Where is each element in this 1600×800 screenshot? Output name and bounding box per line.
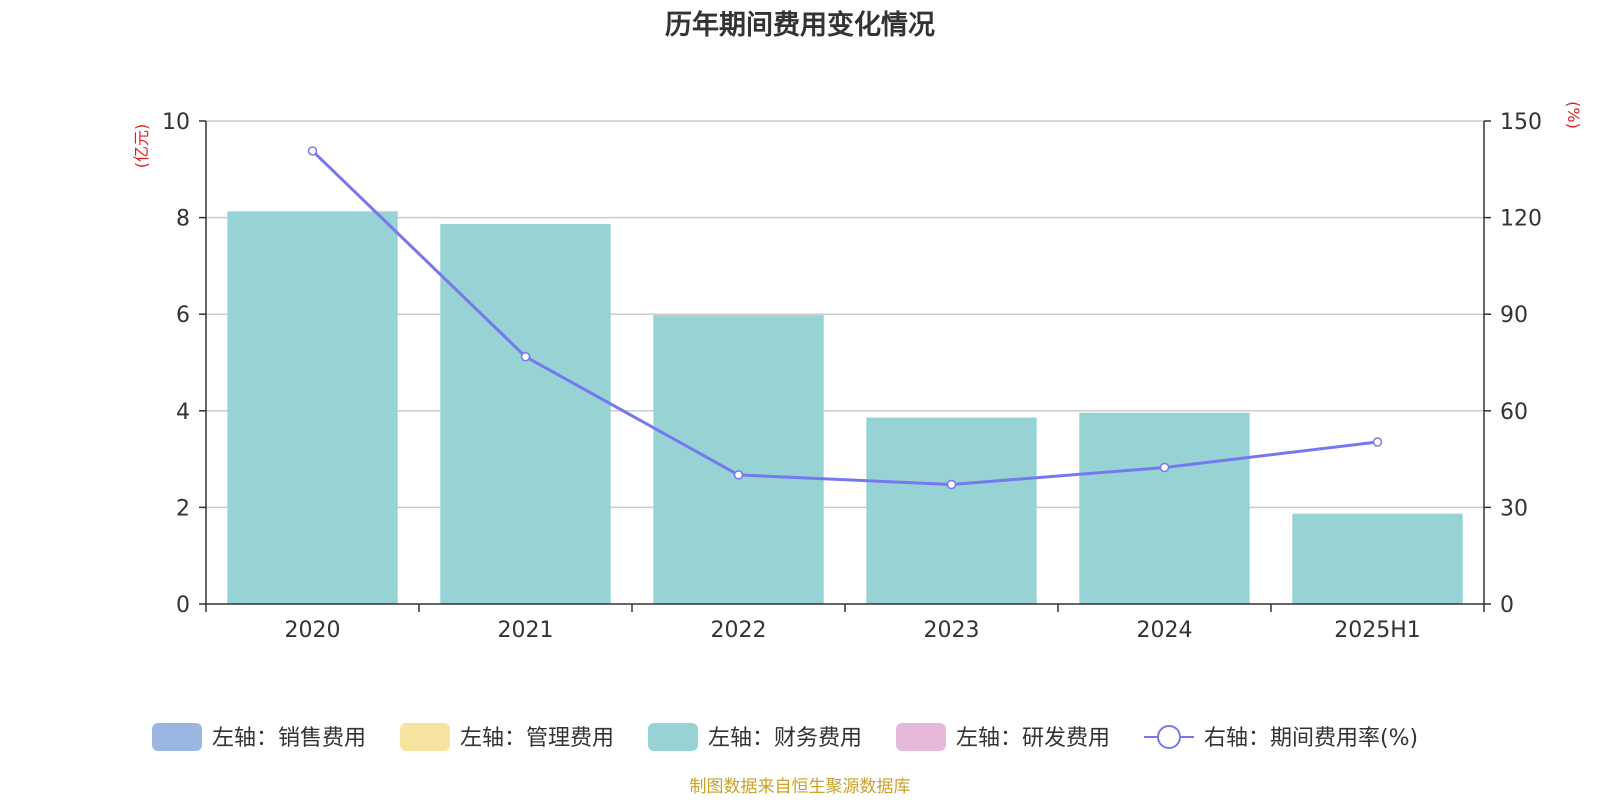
bar bbox=[227, 211, 398, 605]
rate-point bbox=[1372, 437, 1383, 447]
legend-label: 左轴：财务费用 bbox=[708, 726, 862, 751]
rate-point bbox=[946, 479, 957, 490]
left-axis-tick-label: 10 bbox=[162, 110, 190, 135]
left-axis-unit: (亿元) bbox=[132, 124, 151, 169]
left-axis-tick-label: 8 bbox=[176, 207, 190, 232]
legend-swatch bbox=[896, 723, 946, 751]
right-axis-tick-label: 60 bbox=[1500, 400, 1528, 425]
x-axis-tick-label: 2021 bbox=[498, 618, 554, 643]
legend-swatch bbox=[648, 723, 698, 751]
right-axis-tick-label: 120 bbox=[1500, 207, 1542, 232]
rate-point bbox=[733, 470, 744, 480]
x-axis-tick-label: 2023 bbox=[924, 618, 980, 643]
bar bbox=[653, 315, 824, 604]
legend-label: 右轴：期间费用率(%) bbox=[1204, 726, 1418, 751]
axis-layer: 0 2 4 6 8 10 0 30 60 90 120 150 2020 2021 2022 2023 2024… bbox=[132, 101, 1583, 643]
legend-label: 左轴：研发费用 bbox=[956, 726, 1110, 751]
rate-point bbox=[520, 351, 531, 362]
right-axis-tick-label: 90 bbox=[1500, 303, 1528, 328]
rate-point bbox=[1159, 462, 1170, 473]
legend-swatch bbox=[152, 723, 202, 751]
bar bbox=[866, 417, 1037, 604]
rate-line bbox=[311, 149, 1378, 487]
rate-point bbox=[307, 146, 318, 156]
bar bbox=[1292, 513, 1463, 604]
source-note: 制图数据来自恒生聚源数据库 bbox=[690, 777, 911, 797]
bar bbox=[1079, 412, 1250, 604]
grid-layer bbox=[206, 120, 1484, 509]
left-axis-tick-label: 6 bbox=[176, 303, 190, 328]
right-axis-tick-label: 150 bbox=[1500, 110, 1542, 135]
bar bbox=[440, 223, 611, 604]
bar-layer bbox=[227, 211, 1463, 605]
x-axis-tick-label: 2024 bbox=[1137, 618, 1193, 643]
legend-label: 左轴：管理费用 bbox=[460, 726, 614, 751]
chart-title: 历年期间费用变化情况 bbox=[665, 9, 935, 41]
x-axis-tick-label: 2020 bbox=[285, 618, 341, 643]
right-axis-tick-label: 0 bbox=[1500, 593, 1514, 618]
right-axis-unit: (%) bbox=[1564, 101, 1583, 129]
line-layer bbox=[307, 146, 1383, 490]
x-axis-tick-label: 2022 bbox=[711, 618, 767, 643]
left-axis-tick-label: 0 bbox=[176, 593, 190, 618]
x-axis-tick-label: 2025H1 bbox=[1334, 618, 1421, 643]
legend-marker bbox=[1157, 725, 1181, 749]
legend: 左轴：销售费用 左轴：管理费用 左轴：财务费用 左轴：研发费用 右轴：期间费用率(%) bbox=[152, 723, 1418, 751]
right-axis-tick-label: 30 bbox=[1500, 496, 1528, 521]
left-axis-tick-label: 2 bbox=[176, 496, 190, 521]
legend-swatch bbox=[400, 723, 450, 751]
left-axis-tick-label: 4 bbox=[176, 400, 190, 425]
legend-label: 左轴：销售费用 bbox=[212, 726, 366, 751]
